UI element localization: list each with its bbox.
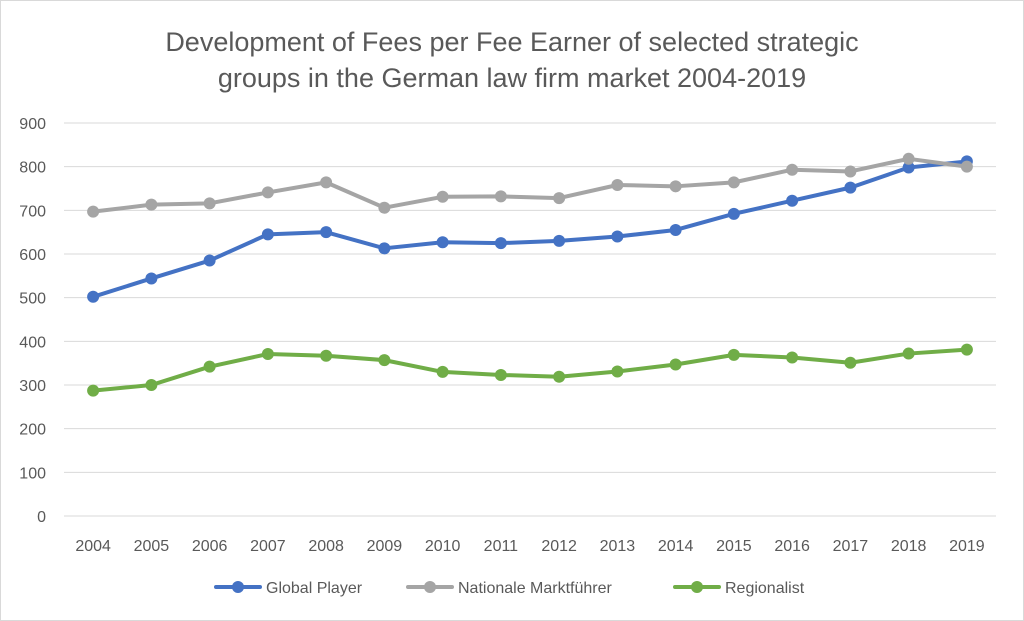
data-point-global-player [261,228,274,241]
data-point-global-player [494,237,507,250]
y-tick-label: 400 [19,334,46,351]
y-tick-label: 500 [19,291,46,308]
data-point-nationale-marktf-hrer [727,176,740,189]
legend-item-global-player[interactable]: Global Player [214,580,363,597]
y-tick-label: 0 [37,509,46,526]
series-nationale-marktf-hrer [87,152,973,218]
y-tick-label: 600 [19,247,46,264]
data-point-global-player [727,207,740,220]
legend-swatch-marker [424,581,436,593]
x-tick-label: 2004 [75,538,111,555]
data-point-global-player [844,181,857,194]
x-tick-label: 2009 [367,538,403,555]
data-point-regionalist [145,379,158,391]
x-tick-label: 2005 [134,538,170,555]
data-point-regionalist [786,351,799,364]
x-tick-label: 2007 [250,538,286,555]
x-tick-label: 2011 [484,538,519,555]
data-point-regionalist [727,348,740,361]
data-point-regionalist [203,360,216,373]
x-tick-label: 2013 [600,538,636,555]
x-tick-label: 2006 [192,538,228,555]
series-lines [87,152,973,397]
legend-swatch-marker [232,581,244,593]
chart-title-line-2: groups in the German law firm market 200… [218,63,806,93]
data-point-nationale-marktf-hrer [786,163,799,176]
legend-label: Regionalist [725,580,805,597]
chart-title-line-1: Development of Fees per Fee Earner of se… [165,27,858,57]
data-point-nationale-marktf-hrer [960,160,973,173]
data-point-global-player [786,194,799,207]
x-axis-ticks: 2004 2005 2006 2007 2008 2009 2010 2011 2012 2013… [75,538,984,555]
legend-item-nationale-marktf-hrer[interactable]: Nationale Marktführer [406,580,613,597]
x-tick-label: 2014 [658,538,694,555]
data-point-nationale-marktf-hrer [203,197,216,210]
y-tick-label: 300 [19,378,46,395]
x-tick-label: 2016 [774,538,810,555]
x-tick-label: 2010 [425,538,461,555]
x-tick-label: 2018 [891,538,927,555]
y-tick-label: 900 [19,116,46,133]
data-point-global-player [436,236,449,249]
data-point-regionalist [320,349,333,362]
data-point-regionalist [611,365,624,378]
series-regionalist [87,343,973,397]
data-point-global-player [87,290,100,303]
legend-item-regionalist[interactable]: Regionalist [673,580,805,597]
data-point-global-player [669,223,682,236]
data-point-nationale-marktf-hrer [553,192,566,205]
data-point-nationale-marktf-hrer [669,180,682,193]
data-point-regionalist [669,358,682,371]
data-point-regionalist [553,370,566,383]
data-point-regionalist [261,347,274,360]
series-line-regionalist [91,347,969,393]
y-tick-label: 200 [19,422,46,439]
data-point-regionalist [87,384,100,397]
y-tick-label: 800 [19,160,46,177]
data-point-regionalist [902,347,915,360]
y-tick-label: 100 [19,465,46,482]
x-tick-label: 2019 [949,538,985,555]
data-point-global-player [203,254,216,267]
data-point-global-player [320,226,333,239]
data-point-nationale-marktf-hrer [378,201,391,214]
data-point-nationale-marktf-hrer [261,186,274,199]
data-point-nationale-marktf-hrer [87,205,100,218]
series-line-nationale-marktf-hrer [91,156,969,214]
legend-label: Global Player [266,580,363,597]
x-tick-label: 2017 [833,538,869,555]
series-line-global-player [91,159,969,299]
data-point-nationale-marktf-hrer [436,190,449,203]
data-point-nationale-marktf-hrer [494,190,507,203]
data-point-regionalist [436,365,449,378]
data-point-regionalist [494,368,507,381]
data-point-nationale-marktf-hrer [320,176,333,189]
data-point-nationale-marktf-hrer [844,165,857,178]
gridlines [64,122,996,517]
legend[interactable]: Global Player Nationale Marktführer Region… [214,580,805,597]
data-point-regionalist [844,356,857,369]
x-tick-label: 2015 [716,538,752,555]
legend-swatch-marker [691,581,703,593]
legend-label: Nationale Marktführer [458,580,613,597]
series-global-player [87,155,973,303]
x-tick-label: 2008 [308,538,344,555]
data-point-global-player [553,234,566,247]
x-tick-label: 2012 [541,538,577,555]
data-point-nationale-marktf-hrer [902,152,915,165]
data-point-nationale-marktf-hrer [145,198,158,211]
y-axis-ticks: 0 100 200 300 400 500 600 700 800 900 [19,116,46,526]
data-point-global-player [378,242,391,255]
data-point-nationale-marktf-hrer [611,179,624,192]
y-tick-label: 700 [19,203,46,220]
data-point-global-player [145,272,158,285]
data-point-global-player [902,161,915,174]
data-point-global-player [611,230,624,243]
data-point-regionalist [378,354,391,367]
data-point-regionalist [960,343,973,356]
